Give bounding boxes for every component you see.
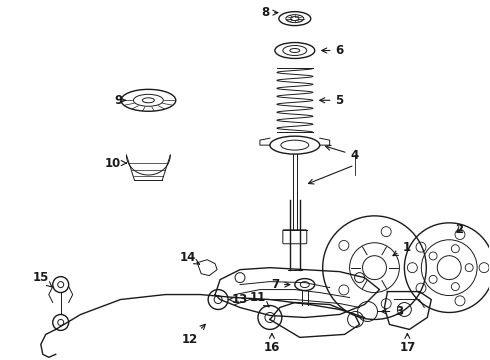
Text: 12: 12 (182, 324, 205, 346)
Text: 1: 1 (393, 241, 411, 256)
Text: 17: 17 (399, 333, 416, 354)
Text: 16: 16 (264, 333, 280, 354)
Text: 13: 13 (229, 293, 248, 306)
Text: 4: 4 (325, 145, 359, 162)
Text: 5: 5 (320, 94, 344, 107)
Text: 15: 15 (33, 271, 52, 287)
Text: 10: 10 (104, 157, 126, 170)
Text: 7: 7 (271, 278, 290, 291)
Text: 11: 11 (250, 291, 269, 307)
Text: 14: 14 (180, 251, 199, 264)
Text: 9: 9 (114, 94, 125, 107)
Text: 8: 8 (261, 6, 278, 19)
Text: 6: 6 (322, 44, 344, 57)
Text: 3: 3 (382, 305, 403, 318)
Text: 2: 2 (455, 223, 463, 236)
